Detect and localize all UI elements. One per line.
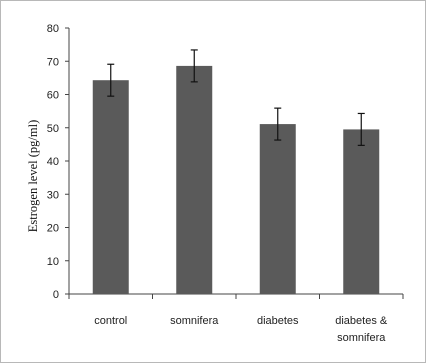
y-tick-label: 50 [47, 123, 59, 135]
y-tick-label: 10 [47, 256, 59, 268]
y-tick-label: 20 [47, 223, 59, 235]
x-tick-label: diabetes [257, 315, 299, 327]
x-tick-label: control [94, 315, 127, 327]
x-tick-label: somnifera [170, 315, 219, 327]
y-tick-label: 40 [47, 156, 59, 168]
bar [176, 65, 213, 294]
y-axis-label: Estrogen level (pg/ml) [26, 120, 40, 232]
y-tick-label: 30 [47, 189, 59, 201]
bar [92, 80, 129, 294]
y-tick-label: 60 [47, 90, 59, 102]
y-tick-label: 0 [53, 289, 59, 301]
y-tick-label: 70 [47, 56, 59, 68]
x-tick-label: diabetes & somnifera [335, 315, 388, 344]
chart-marks: 0 10 20 30 40 50 60 70 80 control somnifera diabete… [47, 23, 404, 344]
bar [343, 129, 380, 294]
bar [259, 124, 296, 294]
y-tick-label: 80 [47, 23, 59, 35]
